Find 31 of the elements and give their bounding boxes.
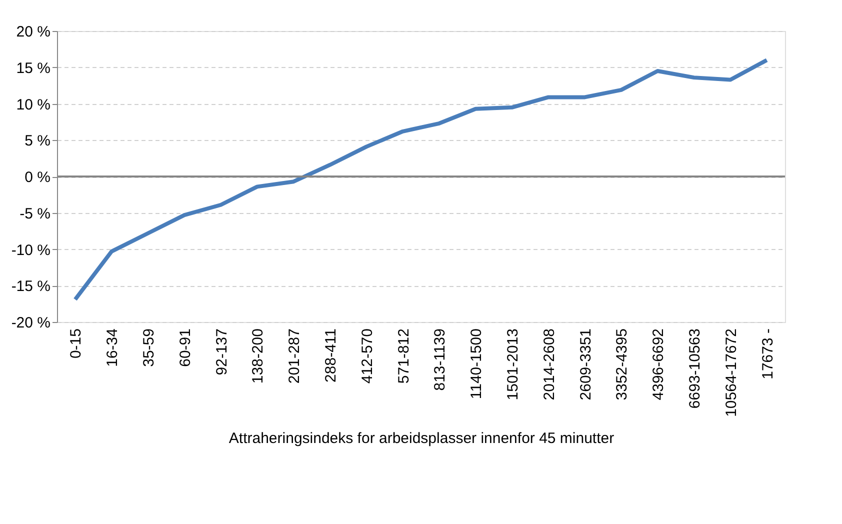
x-tick-label: 6693-10563: [686, 328, 704, 409]
x-tick-label: 92-137: [213, 328, 230, 376]
x-tick-label: 201-287: [286, 328, 304, 384]
y-tick-label: 0 %: [24, 169, 50, 186]
y-tick-label: 10 %: [16, 96, 50, 114]
x-axis-title: Attraheringsindeks for arbeidsplasser innenfor 45 minutter: [228, 430, 614, 447]
x-tick-label: 1501-2013: [504, 328, 522, 400]
x-tick-label: 571-812: [395, 328, 412, 384]
y-tick-label: 5 %: [24, 132, 50, 150]
x-tick-label: 4396-6692: [650, 328, 668, 400]
x-tick-label: 412-570: [358, 328, 376, 384]
x-tick-label: 35-59: [140, 328, 158, 367]
x-tick-label: 60-91: [176, 328, 194, 367]
x-tick-label: 10564-17672: [722, 328, 740, 417]
x-tick-label: 138-200: [250, 328, 267, 384]
y-tick-label: -20 %: [11, 314, 50, 332]
x-tick-label: 2609-3351: [577, 328, 594, 400]
y-tick-label: -10 %: [11, 242, 50, 259]
y-tick-label: -5 %: [20, 205, 50, 222]
x-tick-label: 2014-2608: [540, 328, 558, 400]
x-tick-label: 288-411: [322, 328, 340, 382]
x-tick-label: 1140-1500: [468, 328, 486, 400]
y-tick-label: 15 %: [16, 60, 50, 77]
line-series: [73, 58, 769, 302]
y-tick-label: -15 %: [11, 278, 50, 296]
x-tick-label: 17673 -: [759, 328, 776, 380]
x-tick-label: 0-15: [68, 328, 85, 359]
x-tick-label: 3352-4395: [614, 328, 631, 400]
x-tick-label: 813-1139: [432, 328, 449, 391]
x-tick-label: 16-34: [104, 328, 122, 367]
y-tick-label: 20 %: [16, 24, 50, 40]
